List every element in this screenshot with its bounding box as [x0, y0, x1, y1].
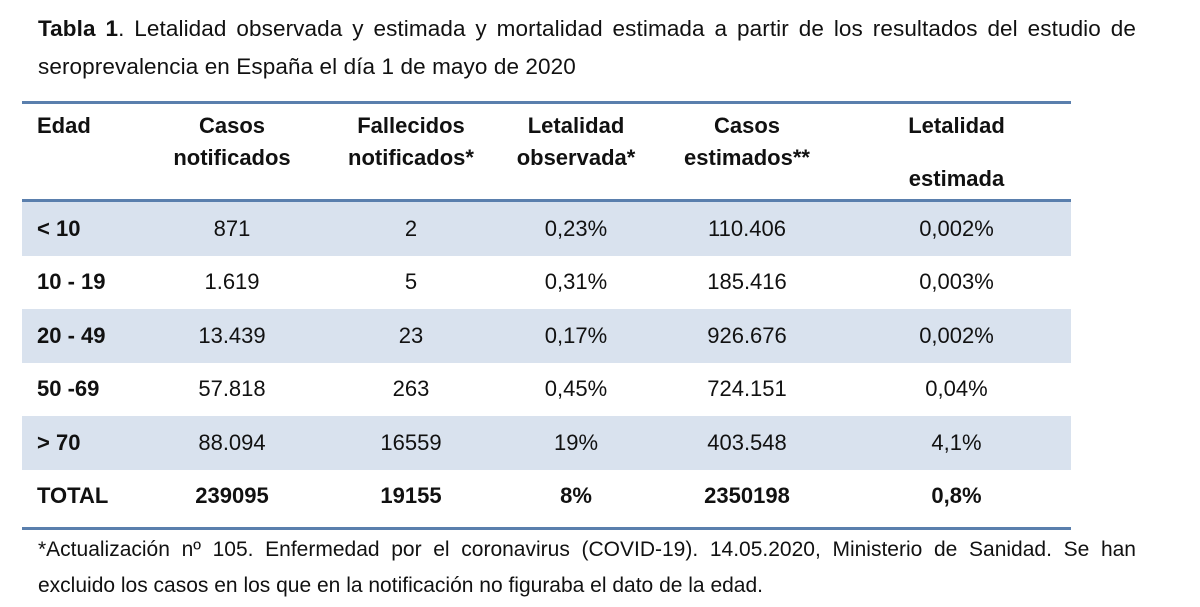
cell-letalidad-estimada: 0,8%	[931, 483, 982, 509]
header-line-2: notificados*	[348, 145, 474, 170]
header-casos-notificados: Casos notificados	[142, 110, 322, 174]
cell-casos-estimados: 926.676	[707, 322, 787, 348]
cell-edad: < 10	[37, 215, 81, 241]
caption-label: Tabla 1	[38, 16, 119, 41]
cell-casos-notificados: 13.439	[198, 322, 266, 348]
cell-letalidad-observada: 0,31%	[544, 269, 608, 295]
cell-letalidad-estimada: 0,04%	[925, 376, 988, 402]
cell-edad: > 70	[37, 429, 81, 455]
header-line-1: Fallecidos	[357, 113, 465, 138]
cell-casos-notificados: 871	[213, 215, 251, 241]
header-line-1: Letalidad	[527, 113, 625, 138]
header-edad-label: Edad	[37, 113, 91, 138]
table-row: < 10 871 2 0,23% 110.406 0,002%	[22, 202, 1071, 256]
cell-letalidad-estimada: 0,002%	[919, 215, 994, 241]
cell-fallecidos-notificados: 263	[392, 376, 430, 402]
cell-letalidad-observada: 0,45%	[544, 376, 608, 402]
cell-edad: 10 - 19	[37, 269, 106, 295]
header-line-1: Casos	[713, 113, 781, 138]
cell-letalidad-observada: 8%	[560, 483, 592, 509]
top-rule	[22, 101, 1071, 104]
header-line-2: notificados	[173, 145, 291, 170]
header-line-1: Letalidad	[908, 113, 1005, 138]
header-line-2: estimados**	[684, 145, 810, 170]
caption-text: . Letalidad observada y estimada y morta…	[38, 16, 1136, 79]
cell-letalidad-estimada: 0,003%	[919, 269, 994, 295]
cell-letalidad-estimada: 0,002%	[919, 322, 994, 348]
cell-fallecidos-notificados: 19155	[380, 483, 442, 509]
table-header: Edad Casos notificados Fallecidos notifi…	[22, 104, 1071, 202]
header-line-1: Casos	[198, 113, 266, 138]
header-letalidad-observada: Letalidad observada*	[500, 110, 652, 174]
table-row-total: TOTAL 239095 19155 8% 2350198 0,8%	[22, 470, 1071, 524]
cell-edad: TOTAL	[37, 483, 109, 509]
cell-casos-estimados: 2350198	[704, 483, 790, 509]
cell-casos-notificados: 57.818	[198, 376, 266, 402]
header-letalidad-estimada: Letalidad estimada	[842, 110, 1071, 195]
table-caption: Tabla 1. Letalidad observada y estimada …	[38, 10, 1136, 86]
header-fallecidos-notificados: Fallecidos notificados*	[322, 110, 500, 174]
table-row: 50 -69 57.818 263 0,45% 724.151 0,04%	[22, 363, 1071, 417]
cell-letalidad-estimada: 4,1%	[931, 429, 982, 455]
cell-casos-notificados: 239095	[195, 483, 269, 509]
cell-letalidad-observada: 0,23%	[544, 215, 608, 241]
cell-edad: 50 -69	[37, 376, 100, 402]
cell-casos-estimados: 724.151	[707, 376, 787, 402]
table-row: 10 - 19 1.619 5 0,31% 185.416 0,003%	[22, 256, 1071, 310]
cell-fallecidos-notificados: 16559	[380, 429, 442, 455]
cell-casos-estimados: 110.406	[708, 215, 786, 241]
header-line-2: estimada	[908, 166, 1005, 191]
cell-edad: 20 - 49	[37, 322, 106, 348]
cell-letalidad-observada: 19%	[553, 429, 599, 455]
cell-casos-estimados: 185.416	[707, 269, 787, 295]
cell-casos-notificados: 88.094	[198, 429, 266, 455]
cell-fallecidos-notificados: 23	[398, 322, 424, 348]
cell-casos-notificados: 1.619	[204, 269, 260, 295]
cell-fallecidos-notificados: 2	[404, 215, 418, 241]
header-casos-estimados: Casos estimados**	[652, 110, 842, 174]
cell-fallecidos-notificados: 5	[404, 269, 418, 295]
bottom-rule	[22, 527, 1071, 530]
table-row: > 70 88.094 16559 19% 403.548 4,1%	[22, 416, 1071, 470]
cell-casos-estimados: 403.548	[707, 429, 787, 455]
table-row: 20 - 49 13.439 23 0,17% 926.676 0,002%	[22, 309, 1071, 363]
data-table: Edad Casos notificados Fallecidos notifi…	[22, 104, 1071, 523]
table-footnote: *Actualización nº 105. Enfermedad por el…	[38, 538, 1136, 597]
cell-letalidad-observada: 0,17%	[544, 322, 608, 348]
header-line-2: observada*	[516, 145, 636, 170]
header-edad: Edad	[22, 110, 142, 142]
